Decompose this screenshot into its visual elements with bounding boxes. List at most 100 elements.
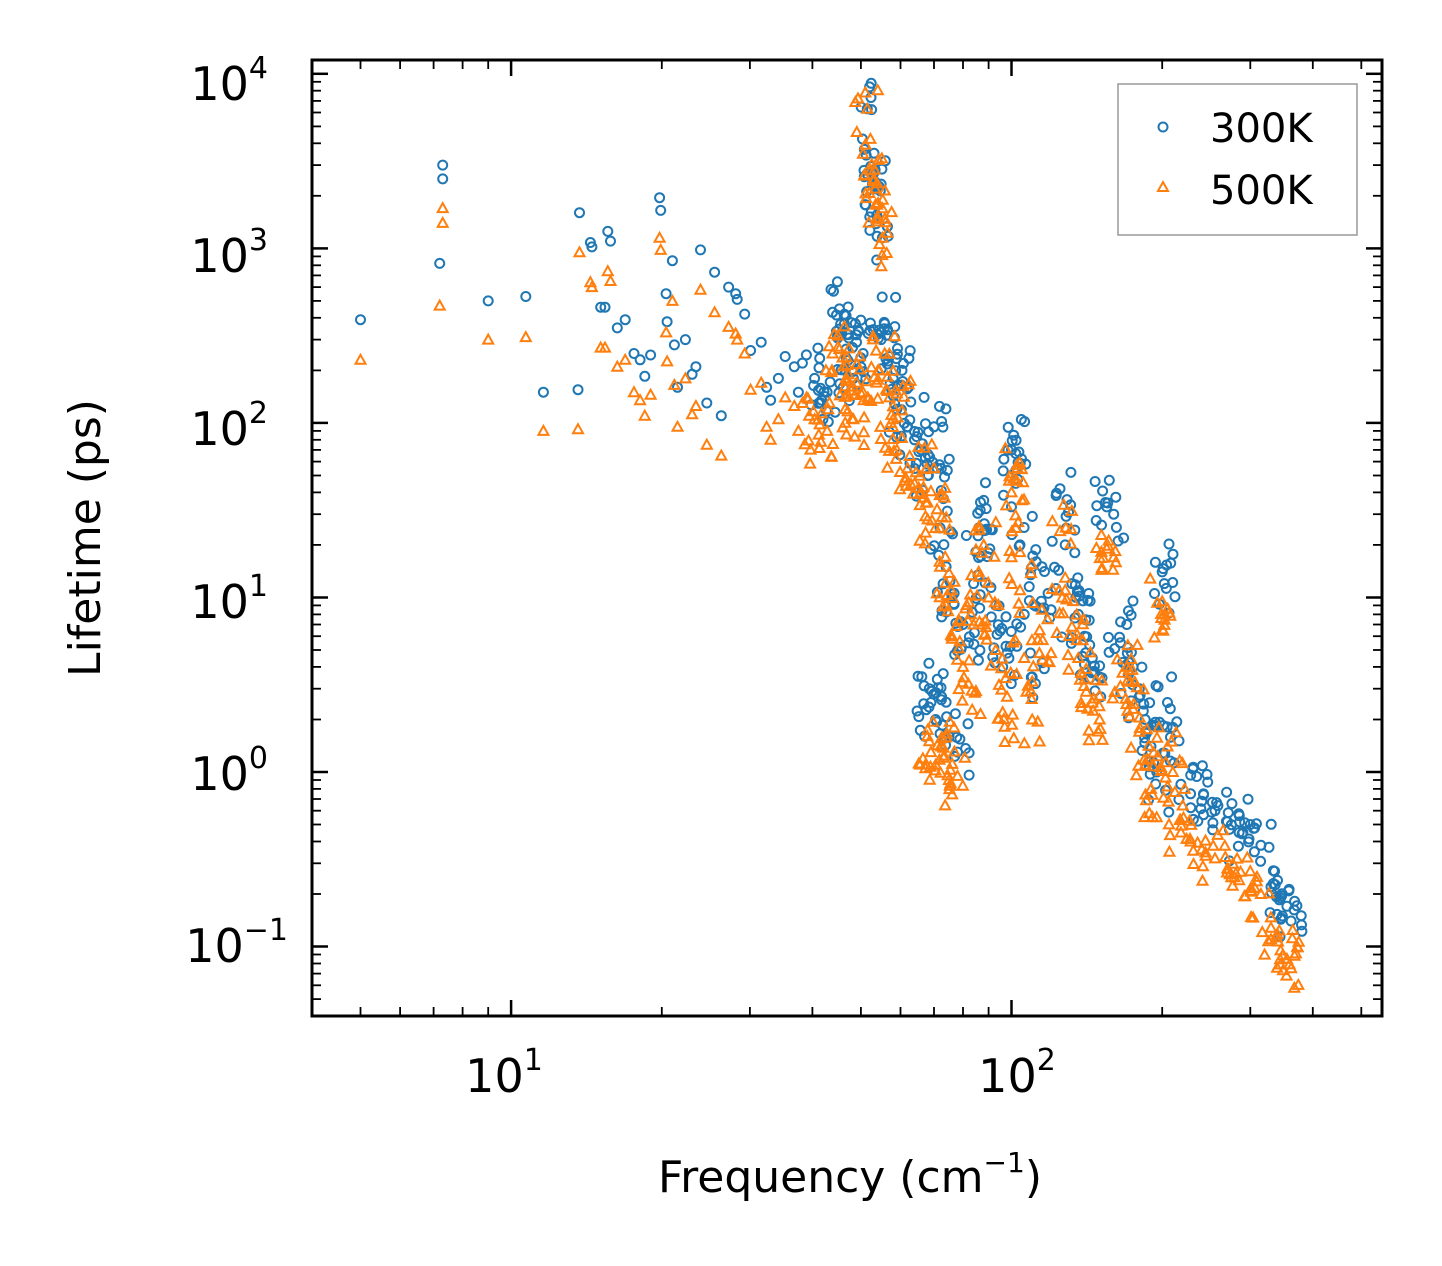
500k-point — [871, 152, 886, 165]
300k-point — [1272, 874, 1283, 886]
500k-point — [754, 375, 768, 388]
500k-point — [972, 569, 987, 582]
500k-point — [654, 242, 668, 255]
500k-point — [1196, 859, 1210, 872]
500k-point — [965, 702, 979, 715]
500k-point — [519, 330, 533, 343]
500k-point — [1240, 850, 1254, 863]
300k-point — [866, 104, 878, 116]
300k-point — [831, 276, 843, 288]
500k-point — [1065, 619, 1079, 632]
500k-point — [353, 352, 368, 365]
500k-point — [1270, 960, 1284, 973]
300k-point — [1125, 609, 1137, 621]
500k-point — [1130, 680, 1144, 693]
300k-point — [1201, 769, 1213, 780]
300k-point — [1006, 501, 1017, 513]
300k-point — [1046, 535, 1058, 547]
500k-point — [1000, 689, 1014, 702]
500k-point — [603, 273, 618, 286]
500k-point — [1025, 633, 1039, 646]
300k-point — [940, 403, 952, 415]
300k-point — [1196, 760, 1208, 772]
500k-point — [1005, 576, 1019, 589]
500k-point — [763, 432, 778, 445]
300k-point — [922, 469, 934, 481]
300k-point — [739, 308, 751, 320]
300k-point — [572, 384, 584, 396]
300k-point — [949, 708, 961, 720]
500k-point — [1131, 758, 1146, 771]
300k-point — [1086, 652, 1098, 664]
500k-point — [870, 197, 884, 210]
500k-point — [1226, 856, 1240, 869]
500k-point — [896, 379, 910, 392]
500k-point — [1127, 696, 1141, 709]
300k-point — [1144, 697, 1156, 709]
300k-point — [850, 329, 862, 341]
500k-point — [801, 433, 816, 446]
300k-point — [1137, 705, 1149, 717]
500k-point — [1122, 709, 1137, 722]
300k-point — [574, 207, 585, 219]
500k-point — [848, 94, 862, 107]
500k-point — [1143, 571, 1157, 584]
300k-point — [595, 301, 607, 313]
500k-point — [900, 461, 915, 474]
300k-point — [690, 361, 702, 373]
500k-point — [787, 398, 801, 411]
300k-point — [996, 623, 1008, 634]
500k-point — [820, 423, 834, 436]
300k-point — [1242, 793, 1254, 805]
300k-point — [896, 364, 908, 376]
500k-point — [924, 745, 938, 758]
300k-point — [1002, 421, 1014, 433]
300k-point — [1108, 508, 1120, 520]
500k-point — [939, 510, 953, 523]
300k-point — [1166, 671, 1178, 683]
300k-point — [935, 694, 947, 706]
500k-point — [925, 513, 939, 526]
300k-point — [1099, 497, 1111, 508]
500k-point — [1077, 672, 1092, 685]
300k-point — [661, 316, 673, 328]
500k-point — [1145, 810, 1160, 823]
500k-point — [1095, 673, 1109, 686]
500k-point — [972, 519, 986, 532]
500k-point — [1070, 627, 1084, 640]
500k-point — [1017, 736, 1032, 749]
300k-point — [954, 733, 966, 745]
500k-point — [1218, 838, 1232, 851]
500k-point — [945, 756, 959, 769]
300k-point — [1226, 798, 1238, 810]
500k-point — [1106, 691, 1120, 704]
500k-point — [919, 757, 933, 770]
500k-point — [1005, 717, 1019, 730]
500k-point — [875, 230, 890, 243]
500k-point — [906, 486, 920, 499]
300k-point — [968, 638, 980, 650]
500k-point — [947, 720, 961, 733]
500k-point — [1002, 473, 1016, 486]
300k-point — [890, 291, 902, 303]
500k-point — [1061, 648, 1075, 661]
500k-point — [962, 653, 976, 666]
300k-point — [918, 680, 930, 692]
500k-point — [1174, 818, 1188, 831]
300k-point — [948, 598, 960, 610]
300k-point — [1248, 846, 1260, 858]
300k-point — [1264, 907, 1276, 919]
500k-point — [953, 634, 967, 647]
500k-point — [598, 340, 612, 353]
500k-point — [895, 430, 909, 443]
300k-point — [611, 322, 623, 334]
500k-point — [633, 393, 647, 406]
500k-point — [880, 460, 895, 473]
500k-point — [1124, 651, 1138, 664]
500k-point — [1095, 732, 1110, 745]
500k-point — [1190, 835, 1205, 848]
300k-point — [1171, 716, 1183, 728]
500k-point — [1146, 759, 1161, 772]
500k-point — [884, 205, 899, 218]
300k-point — [937, 421, 949, 433]
